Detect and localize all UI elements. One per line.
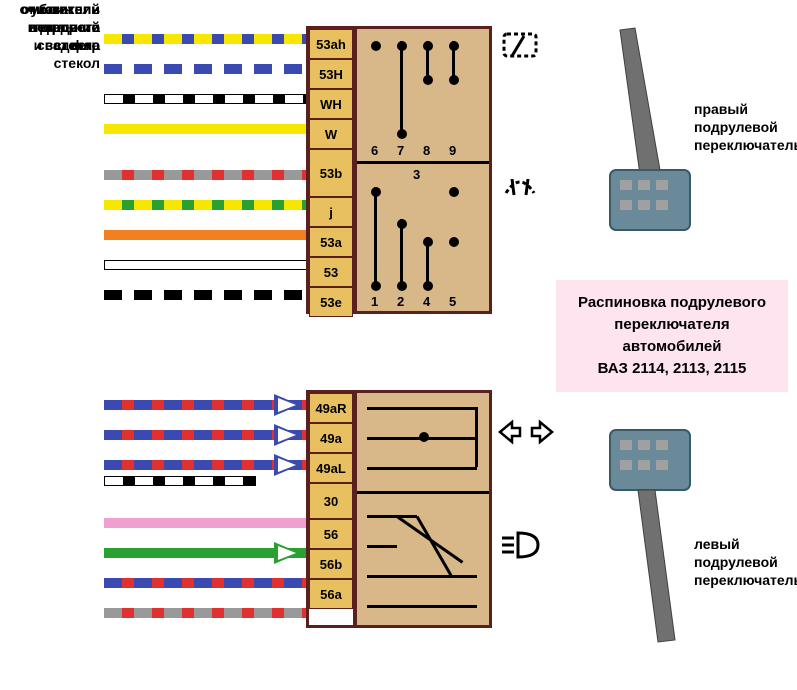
wire-0	[104, 34, 306, 44]
num-5: 5	[449, 294, 456, 309]
num-8: 8	[423, 143, 430, 158]
pin-49aL: 49aL	[309, 453, 353, 483]
arrows-icon	[498, 418, 554, 446]
num-1: 1	[371, 294, 378, 309]
pin-53ah: 53ah	[309, 29, 353, 59]
wire-7	[104, 260, 308, 270]
pin-49aR: 49aR	[309, 393, 353, 423]
wire-12	[104, 476, 256, 486]
num-2: 2	[397, 294, 404, 309]
title-box: Распиновка подрулевогопереключателяавтом…	[556, 280, 788, 392]
label-right-switch: правыйподрулевойпереключатель	[694, 100, 797, 154]
num-6: 6	[371, 143, 378, 158]
wire-13	[104, 518, 306, 528]
wire-3	[104, 124, 306, 134]
wire-4	[104, 170, 306, 180]
num-7: 7	[397, 143, 404, 158]
wire-1	[104, 64, 306, 74]
pin-30: 30	[309, 483, 353, 519]
rear-wiper-icon	[500, 28, 540, 64]
wire-6	[104, 230, 306, 240]
headlight-icon	[500, 530, 542, 560]
label-lights: ближнийи дальнийсвет фар	[0, 0, 100, 54]
num-9: 9	[449, 143, 456, 158]
pin-53b: 53b	[309, 149, 353, 197]
pin-column-top: 53ah53HWHW53bj53a5353e	[306, 26, 356, 314]
wire-8	[104, 290, 306, 300]
pin-53e: 53e	[309, 287, 353, 317]
pin-56b: 56b	[309, 549, 353, 579]
pin-W: W	[309, 119, 353, 149]
diagram-box-bottom	[354, 390, 492, 628]
wire-15	[104, 578, 306, 588]
pin-column-bottom: 49aR49a49aL305656b56a	[306, 390, 356, 628]
left-lever-illustration	[580, 420, 710, 665]
pin-53a: 53a	[309, 227, 353, 257]
front-wiper-icon	[500, 165, 540, 205]
pin-WH: WH	[309, 89, 353, 119]
num-3: 3	[413, 167, 420, 182]
wire-16	[104, 608, 306, 618]
wire-5	[104, 200, 306, 210]
num-4: 4	[423, 294, 430, 309]
pin-56a: 56a	[309, 579, 353, 609]
label-left-switch: левыйподрулевойпереключатель	[694, 535, 797, 589]
wire-2	[104, 94, 308, 104]
pin-53H: 53H	[309, 59, 353, 89]
pin-53: 53	[309, 257, 353, 287]
pin-j: j	[309, 197, 353, 227]
right-lever-illustration	[580, 20, 710, 255]
pin-56: 56	[309, 519, 353, 549]
pin-49a: 49a	[309, 423, 353, 453]
diagram-box-top: 6 7 8 9 3 1 2 4 5	[354, 26, 492, 314]
